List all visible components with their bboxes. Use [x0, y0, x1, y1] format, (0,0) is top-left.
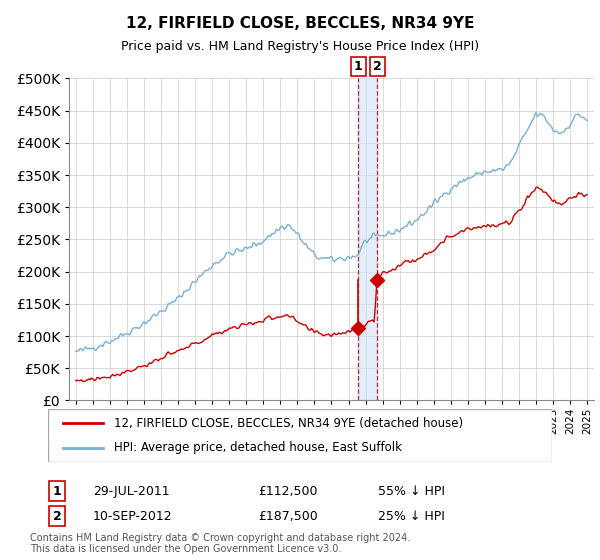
- Bar: [358, 78, 377, 400]
- Text: 25% ↓ HPI: 25% ↓ HPI: [378, 510, 445, 523]
- FancyBboxPatch shape: [48, 409, 552, 462]
- Text: 2: 2: [53, 510, 61, 523]
- Text: HPI: Average price, detached house, East Suffolk: HPI: Average price, detached house, East…: [113, 441, 401, 454]
- Text: 2: 2: [373, 60, 382, 73]
- Text: 12, FIRFIELD CLOSE, BECCLES, NR34 9YE: 12, FIRFIELD CLOSE, BECCLES, NR34 9YE: [126, 16, 474, 31]
- Text: 1: 1: [354, 60, 362, 73]
- Text: 1: 1: [53, 484, 61, 498]
- Text: £112,500: £112,500: [258, 484, 317, 498]
- Text: 29-JUL-2011: 29-JUL-2011: [93, 484, 170, 498]
- Text: 55% ↓ HPI: 55% ↓ HPI: [378, 484, 445, 498]
- Text: 12, FIRFIELD CLOSE, BECCLES, NR34 9YE (detached house): 12, FIRFIELD CLOSE, BECCLES, NR34 9YE (d…: [113, 417, 463, 430]
- Text: 10-SEP-2012: 10-SEP-2012: [93, 510, 173, 523]
- Text: Contains HM Land Registry data © Crown copyright and database right 2024.
This d: Contains HM Land Registry data © Crown c…: [30, 533, 410, 554]
- Text: £187,500: £187,500: [258, 510, 318, 523]
- Text: Price paid vs. HM Land Registry's House Price Index (HPI): Price paid vs. HM Land Registry's House …: [121, 40, 479, 53]
